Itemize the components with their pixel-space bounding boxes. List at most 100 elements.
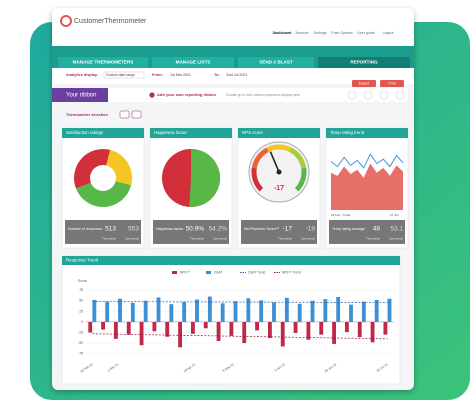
card-footer: [65, 220, 141, 244]
card-header: [238, 128, 320, 138]
last-period: Last period: [301, 237, 315, 241]
this-period: This period: [190, 237, 204, 241]
bar: [374, 299, 379, 322]
bar: [92, 299, 97, 322]
bar: [216, 321, 221, 341]
print-label: Print: [388, 81, 395, 85]
card-footer: [241, 220, 317, 244]
bar: [190, 321, 195, 334]
card-header: [62, 128, 144, 138]
x-tick-label: 26 Jul 21: [376, 362, 389, 373]
card-header: [326, 128, 408, 138]
trend-title: Response Trend: [66, 258, 99, 263]
y-tick-label: -50: [78, 341, 83, 345]
bar: [178, 321, 182, 348]
nav-link[interactable]: Push Options: [331, 31, 353, 35]
bar: [130, 302, 135, 322]
to-date: 31st Jul 2021: [226, 73, 247, 77]
from-label: From:: [152, 73, 163, 77]
bar: [169, 304, 174, 322]
bar: [280, 321, 285, 347]
selection-label: Thermometer selection: [66, 113, 108, 117]
x-tick-label: 16 Apr 21: [183, 362, 197, 373]
tab[interactable]: [58, 57, 148, 68]
this-value: -17: [283, 226, 293, 233]
gauge-band: [294, 167, 307, 192]
selection-button[interactable]: [131, 110, 142, 119]
this-value: 513: [105, 226, 116, 233]
range-select[interactable]: [103, 71, 145, 79]
last-period: Last period: [389, 237, 403, 241]
this-value: 48: [373, 226, 381, 233]
bar: [229, 321, 234, 336]
bar: [293, 321, 298, 333]
bar: [203, 321, 208, 329]
card-header: [150, 128, 232, 138]
filter-label: Analytics display:: [66, 73, 98, 77]
this-period: This period: [278, 237, 292, 241]
from-date: 1st Mar 2021: [170, 73, 191, 77]
tab[interactable]: [238, 57, 314, 68]
ribbon-slot: [379, 90, 389, 100]
tab[interactable]: [318, 57, 410, 68]
last-period: Last period: [213, 237, 227, 241]
bar: [156, 297, 161, 322]
temp-line: [330, 153, 404, 169]
gauge-band: [251, 167, 264, 192]
nav-link[interactable]: Account: [296, 31, 309, 35]
gauge-hub: [276, 169, 282, 175]
donut-segment: [74, 148, 111, 189]
export-button[interactable]: [352, 80, 376, 87]
bar: [195, 299, 199, 322]
trend-line: [92, 333, 388, 340]
bar: [207, 296, 212, 322]
card-caption: Number of responses: [68, 227, 103, 231]
bar: [361, 301, 366, 322]
temp-x-label: 18 Feb - 5 Mar: [331, 213, 351, 217]
bar: [336, 296, 341, 322]
pie-segment: [189, 149, 220, 207]
y-axis-label: Score: [78, 279, 87, 283]
ribbon-add: Add your own reporting ribbon: [157, 92, 216, 97]
last-value: 54.2%: [209, 226, 228, 233]
this-period: This period: [366, 237, 380, 241]
bar: [272, 302, 276, 322]
legend-label: NPS™: [180, 270, 190, 274]
nav-link[interactable]: Settings: [314, 31, 327, 35]
bar: [246, 298, 251, 322]
x-tick-label: 26 Feb 21: [79, 362, 93, 374]
gauge-value: -17: [274, 185, 284, 192]
donut-hole: [90, 165, 116, 191]
bar: [297, 303, 302, 322]
nav-link[interactable]: User guide: [357, 31, 374, 35]
bar: [126, 321, 131, 335]
bar: [165, 321, 170, 337]
card-caption: Temp rating average: [332, 227, 365, 231]
bar: [310, 300, 315, 322]
bar: [349, 304, 353, 322]
tab[interactable]: [152, 57, 234, 68]
bar: [88, 321, 93, 333]
add-icon[interactable]: [149, 92, 155, 98]
this-period: This period: [102, 237, 116, 241]
logo-icon: [60, 15, 72, 27]
selection-button[interactable]: [119, 110, 130, 119]
gauge-needle: [269, 151, 280, 173]
gauge-band: [251, 147, 269, 169]
ribbon-hint: Create up to four custom reports to disp…: [226, 93, 300, 97]
last-value: 553: [128, 226, 139, 233]
y-tick-label: 25: [79, 309, 83, 313]
export-label: Export: [359, 81, 369, 85]
nav-link[interactable]: Logout: [383, 31, 394, 35]
card-title: NPS score: [242, 130, 264, 135]
print-button[interactable]: [380, 80, 404, 87]
x-tick-label: 5 Jun 21: [274, 362, 286, 372]
bar: [284, 297, 289, 322]
gauge-band: [289, 147, 307, 169]
nav-link[interactable]: Dashboard: [273, 31, 292, 35]
bar: [220, 303, 225, 322]
legend-label: CSAT: [214, 270, 222, 274]
last-period: Last period: [125, 237, 139, 241]
